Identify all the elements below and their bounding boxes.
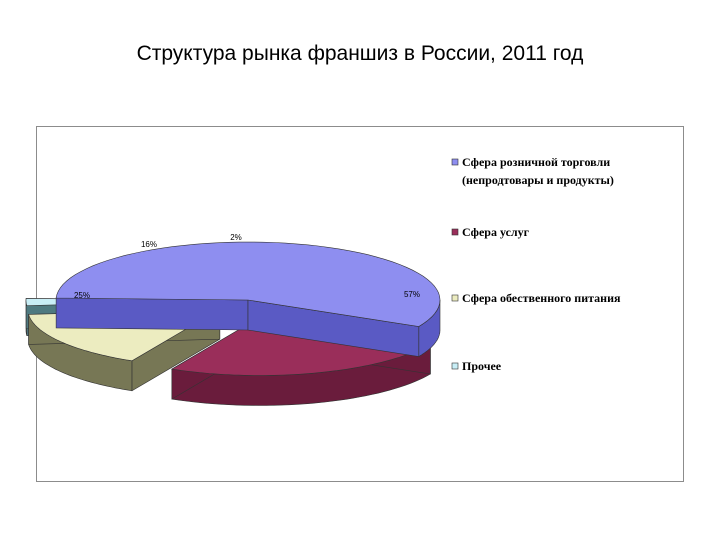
slice-0 [55, 241, 441, 358]
slice-top-0 [55, 241, 441, 327]
legend-swatch-1 [451, 228, 459, 236]
data-label-3: 2% [230, 233, 242, 242]
legend: Сфера розничной торговли (непродтовары и … [451, 155, 621, 373]
pie-slices [25, 241, 441, 406]
legend-swatch-0 [451, 158, 459, 166]
data-label-1: 25% [74, 291, 90, 300]
legend-label-3-0: Прочее [462, 359, 502, 373]
slice-top-1 [170, 317, 432, 376]
slice-face-0-0 [55, 297, 249, 331]
data-label-2: 16% [141, 240, 157, 249]
legend-label-0-1: (непродтовары и продукты) [462, 173, 614, 187]
legend-label-2-0: Сфера обественного питания [462, 291, 621, 305]
legend-swatch-3 [451, 362, 459, 370]
legend-swatch-2 [451, 294, 459, 302]
legend-label-1-0: Сфера услуг [462, 225, 530, 239]
slide-title: Структура рынка франшиз в России, 2011 г… [136, 42, 584, 65]
legend-label-0-0: Сфера розничной торговли [462, 155, 610, 169]
data-label-0: 57% [404, 290, 420, 299]
